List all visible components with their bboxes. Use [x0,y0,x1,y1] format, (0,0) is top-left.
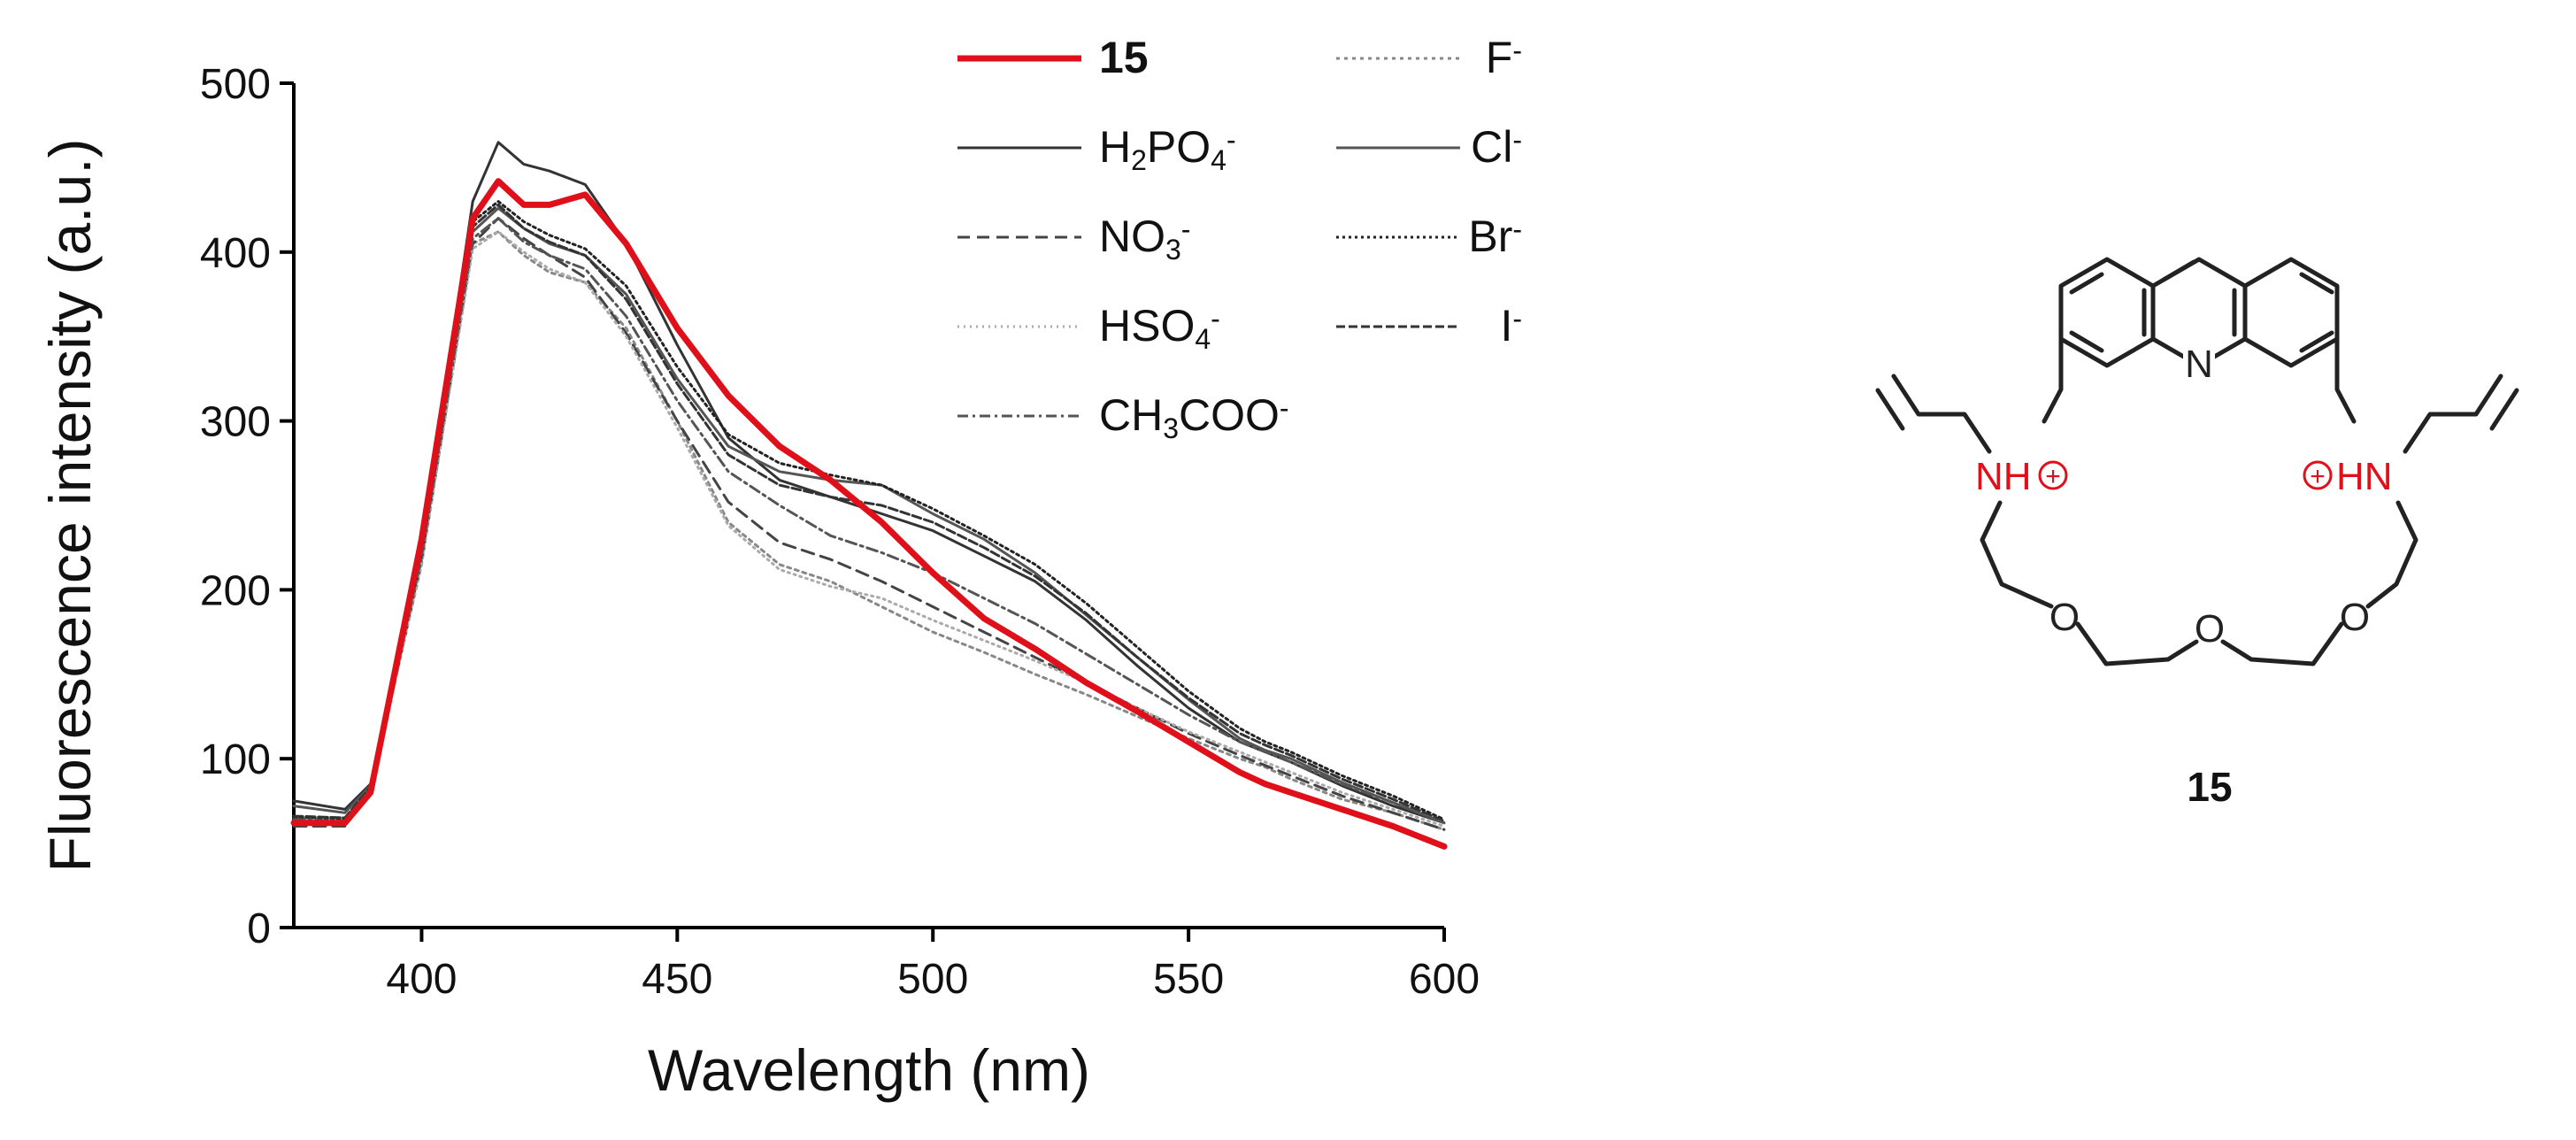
right-allyl-chain [2403,374,2503,454]
x-axis-title: Wavelength (nm) [648,1037,1090,1103]
right-positive-charge-icon [2303,460,2333,490]
legend-label: H2PO4- [1099,122,1236,176]
x-tick-label: 550 [1153,956,1224,1003]
legend-label: F- [1486,33,1522,82]
series-line-no3 [292,217,1446,831]
legend-label: Br- [1468,212,1522,261]
series-line-hso4 [292,230,1446,828]
x-tick-label: 450 [642,956,712,1003]
legend-label: 15 [1099,33,1149,82]
aromatic-double-bonds [2069,259,2334,353]
y-axis-title: Fluorescence intensity (a.u.) [37,138,103,872]
legend-label: I- [1500,301,1522,350]
right-ammonium-label: HN [2336,455,2393,498]
crown-ether-chain-right [2365,500,2418,609]
y-tick-label: 300 [200,399,271,446]
ether-oxygen-left: O [2049,596,2080,639]
right-charge-symbol: + [2310,462,2326,491]
series-line-ch3coo [292,217,1446,825]
compound-label: 15 [2187,764,2232,810]
series-line-15 [290,178,1448,850]
left-benzyl-arm [2042,336,2064,424]
left-positive-charge-icon [2038,460,2068,490]
y-tick-label: 200 [200,567,271,614]
ring-nitrogen-label: N [2185,343,2213,386]
series-line-i [292,203,1446,823]
x-tick-label: 500 [897,956,968,1003]
x-tick-label: 600 [1409,956,1480,1003]
x-axis-ticks: 400 450 500 550 600 [386,928,1480,1003]
series-line-f [292,230,1446,831]
legend-label: HSO4- [1099,301,1220,355]
legend-label: NO3- [1099,212,1190,266]
left-benzene-ring [2058,257,2156,368]
crown-ether-chain [1980,500,2054,609]
legend: 15 H2PO4- NO3- HSO4- CH3COO- F- Cl- Br- I- [957,33,1522,444]
x-tick-label: 400 [386,956,457,1003]
ether-oxygen-right: O [2340,596,2370,639]
y-tick-label: 400 [200,230,271,277]
right-benzene-ring [2242,257,2340,368]
right-benzyl-arm [2334,336,2357,424]
y-axis-ticks: 0 100 200 300 400 500 [200,61,294,952]
legend-label: Cl- [1471,122,1522,172]
y-tick-label: 500 [200,61,271,108]
spectra-lines [290,141,1448,850]
crown-ether-segment-right [2220,621,2344,666]
y-tick-label: 0 [247,905,271,952]
series-line-br [292,200,1446,821]
y-tick-label: 100 [200,736,271,783]
fluorescence-chart: 0 100 200 300 400 500 400 450 500 550 600 Wavelen… [37,33,1522,1103]
compound-15-structure: N NH + + HN O O O 15 [1875,257,2519,810]
left-allyl-chain [1891,374,1992,454]
legend-label: CH3COO- [1099,390,1289,444]
left-ammonium-label: NH [1975,455,2032,498]
left-charge-symbol: + [2045,462,2061,491]
ether-oxygen-center: O [2195,607,2225,651]
crown-ether-segment-left [2075,621,2199,666]
